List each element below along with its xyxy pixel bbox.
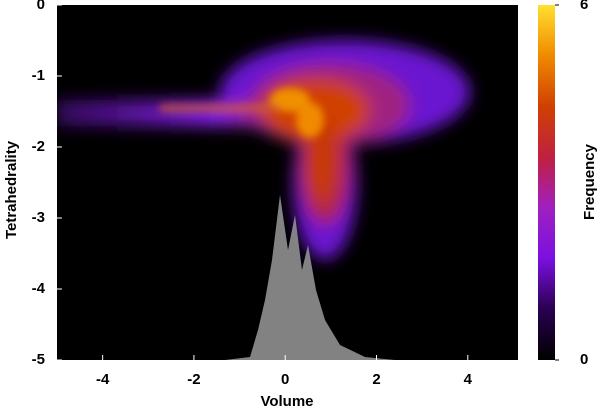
colorbar-label: Frequency	[581, 143, 598, 220]
x-tick-label: 4	[464, 371, 473, 388]
heatmap	[57, 5, 518, 360]
x-tick-label: -2	[187, 371, 200, 388]
y-axis-label: Tetrahedrality	[3, 140, 20, 239]
y-tick-label: -5	[32, 351, 45, 368]
colorbar-tick-label: 6	[580, 0, 588, 13]
y-tick-label: 0	[37, 0, 45, 13]
x-axis-label: Volume	[260, 393, 313, 410]
y-tick-label: -3	[32, 209, 45, 226]
x-tick-label: 0	[281, 371, 289, 388]
y-tick-label: -4	[32, 280, 46, 297]
x-tick-label: -4	[96, 371, 110, 388]
x-tick-label: 2	[372, 371, 380, 388]
colorbar-tick-label: 0	[580, 351, 588, 368]
colorbar	[538, 5, 555, 360]
y-tick-label: -2	[32, 138, 45, 155]
y-tick-label: -1	[32, 67, 45, 84]
